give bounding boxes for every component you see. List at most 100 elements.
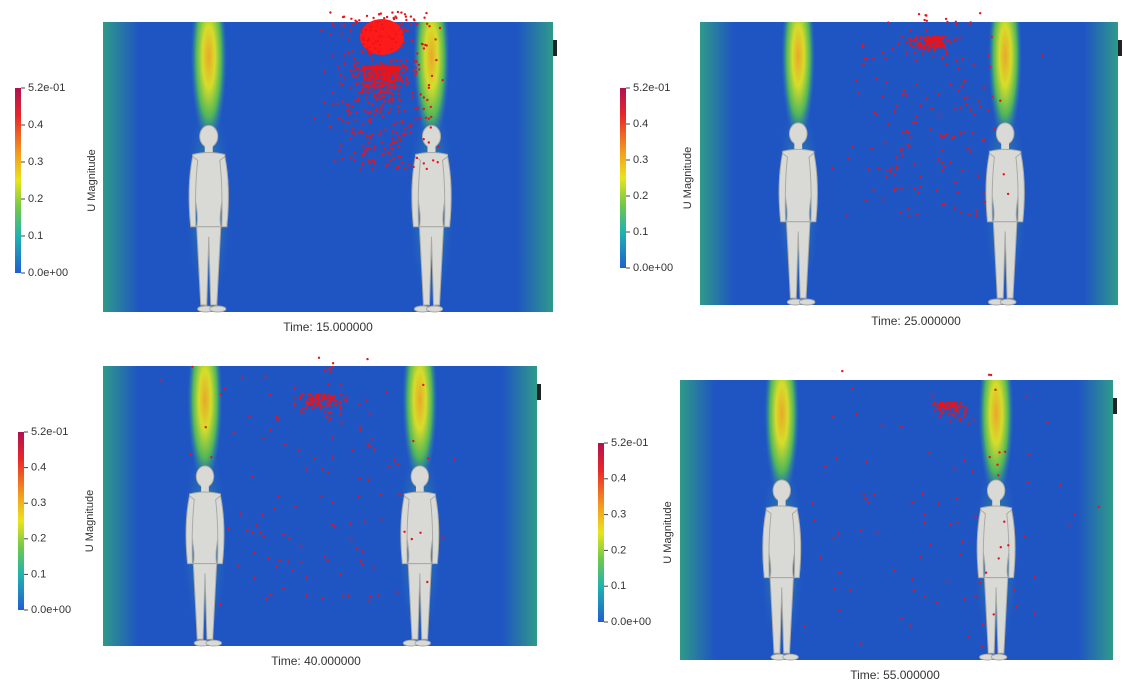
particle [342, 594, 345, 597]
particle [956, 406, 959, 409]
particle [417, 63, 421, 66]
particle [958, 406, 961, 409]
particle [442, 536, 445, 539]
particle [887, 21, 890, 24]
particle [376, 77, 379, 80]
particle [395, 16, 398, 20]
particle [349, 137, 352, 140]
particle [400, 121, 403, 125]
particle [370, 438, 373, 441]
colorbar-tick-label: 5.2e-01 [633, 82, 670, 94]
particle [384, 164, 387, 167]
particle [320, 398, 323, 402]
particle [362, 152, 365, 156]
particle [305, 576, 309, 579]
particle [930, 37, 933, 40]
particle [396, 10, 400, 14]
particle [368, 600, 371, 603]
particle [893, 110, 896, 113]
particle [968, 422, 971, 425]
particle [357, 72, 360, 76]
particle [374, 47, 377, 50]
particle [381, 94, 384, 98]
particle [374, 65, 377, 68]
particle [340, 32, 343, 35]
human-torso [782, 148, 815, 223]
particle [977, 174, 981, 177]
particle [315, 402, 318, 405]
particle [384, 390, 388, 394]
particle [954, 36, 957, 39]
particle [937, 40, 940, 43]
particle [914, 115, 918, 119]
particle [353, 65, 357, 68]
particle [327, 411, 331, 414]
particle [389, 66, 392, 70]
particle [402, 41, 405, 44]
particle [373, 448, 377, 451]
particle [394, 32, 398, 36]
colorbar [18, 432, 24, 610]
particle [880, 424, 883, 427]
particle [302, 406, 305, 410]
particle [336, 102, 339, 105]
particle [339, 412, 342, 415]
particle [357, 96, 360, 100]
particle [396, 463, 399, 466]
panel: 5.2e-01 0.4 0.3 0.2 0.1 0.0e+00 U Magnitude Tim… [15, 10, 557, 334]
particle [396, 75, 399, 78]
particle [941, 136, 944, 139]
thermal-plume [190, 22, 227, 144]
particle [321, 394, 325, 397]
particle [293, 402, 296, 405]
particle [391, 71, 395, 74]
particle [338, 149, 341, 152]
particle [908, 145, 911, 149]
particle [949, 420, 952, 423]
human-torso [988, 148, 1022, 223]
particle [346, 396, 349, 399]
particle [380, 518, 383, 521]
particle [397, 105, 400, 109]
particle [386, 86, 389, 90]
particle [932, 49, 936, 52]
particle [939, 412, 943, 415]
particle [376, 594, 380, 597]
particle [368, 46, 371, 49]
particle [329, 33, 332, 36]
human-arm [215, 494, 225, 565]
particle [362, 89, 365, 92]
particle [330, 397, 334, 400]
particle [990, 35, 993, 39]
particle [385, 15, 389, 19]
particle [398, 75, 402, 78]
particle [405, 76, 408, 79]
particle [391, 147, 395, 151]
particle [408, 125, 411, 128]
particle [974, 594, 977, 598]
particle [404, 68, 407, 71]
particle [401, 45, 404, 48]
particle [422, 107, 425, 111]
particle [396, 167, 399, 170]
particle [322, 100, 326, 104]
particle [999, 546, 1002, 549]
particle [377, 81, 380, 84]
particle [361, 563, 365, 566]
particle [988, 455, 991, 459]
particle [378, 130, 382, 133]
particle [381, 65, 385, 68]
particle [959, 106, 963, 109]
particle [331, 501, 334, 504]
particle [939, 405, 942, 409]
particle [924, 47, 927, 50]
human-head [199, 124, 219, 148]
particle [399, 66, 403, 69]
human-torso [765, 505, 798, 579]
particle [352, 69, 355, 73]
particle [294, 505, 297, 509]
particle [359, 559, 362, 563]
particle [970, 132, 974, 135]
particle [364, 28, 368, 32]
